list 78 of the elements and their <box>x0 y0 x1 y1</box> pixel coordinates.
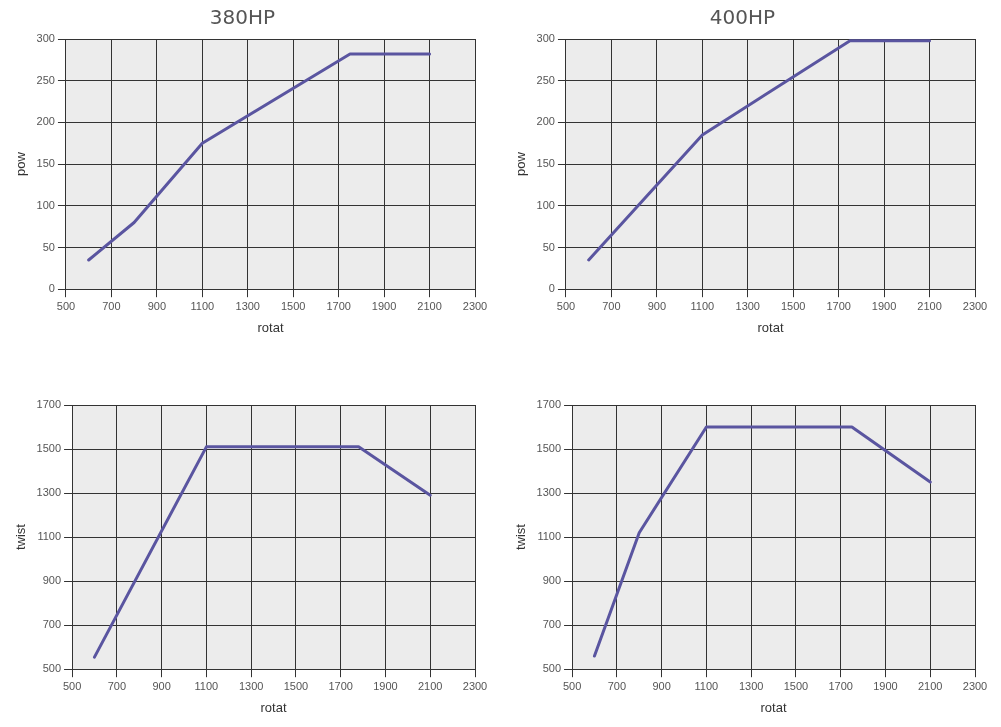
x-tick-label: 2100 <box>417 299 442 312</box>
y-axis-title: pow <box>13 151 29 177</box>
x-tick-label: 1900 <box>373 679 398 692</box>
x-tick-label: 2300 <box>962 679 988 692</box>
x-tick-label: 2300 <box>462 299 488 312</box>
y-tick-label: 200 <box>36 115 55 128</box>
x-axis-title: rotat <box>257 319 284 335</box>
x-tick-label: 1900 <box>873 679 898 692</box>
x-tick-label: 2300 <box>462 679 488 692</box>
x-tick-label: 2100 <box>417 679 443 692</box>
x-tick-label: 1300 <box>235 299 260 312</box>
x-tick-label: 2300 <box>962 299 988 312</box>
y-tick-label: 150 <box>36 157 55 170</box>
x-tick-label: 1100 <box>694 679 719 692</box>
x-tick-label: 1100 <box>194 679 219 692</box>
x-tick-label: 700 <box>107 679 127 692</box>
y-tick-label: 100 <box>36 198 55 211</box>
y-tick-label: 900 <box>42 574 62 587</box>
y-axis-title: pow <box>513 151 529 177</box>
x-tick-label: 1100 <box>690 299 715 312</box>
y-tick-label: 1700 <box>36 398 62 411</box>
chart-title: 400HP <box>709 5 776 30</box>
y-tick-label: 500 <box>42 662 62 675</box>
x-tick-label: 1300 <box>735 299 760 312</box>
x-tick-label: 1500 <box>780 299 806 312</box>
x-tick-label: 1500 <box>783 679 809 692</box>
x-tick-label: 1500 <box>280 299 306 312</box>
y-tick-label: 1500 <box>536 442 562 455</box>
x-axis-title: rotat <box>757 319 784 335</box>
x-tick-label: 1700 <box>326 299 351 312</box>
y-tick-label: 1300 <box>536 486 562 499</box>
y-tick-label: 50 <box>542 240 555 253</box>
x-tick-label: 1100 <box>190 299 215 312</box>
x-tick-label: 1700 <box>826 299 851 312</box>
x-tick-label: 900 <box>647 299 667 312</box>
y-tick-label: 700 <box>42 618 62 631</box>
x-tick-label: 700 <box>607 679 627 692</box>
y-tick-label: 1100 <box>537 530 562 543</box>
x-tick-label: 500 <box>562 679 582 692</box>
x-tick-label: 1900 <box>871 299 897 312</box>
x-tick-label: 900 <box>147 299 167 312</box>
x-tick-label: 700 <box>102 299 121 312</box>
x-tick-label: 700 <box>602 299 621 312</box>
x-tick-label: 900 <box>152 679 171 692</box>
x-tick-label: 1900 <box>371 299 397 312</box>
y-tick-label: 300 <box>536 32 555 45</box>
chart-title: 380HP <box>209 5 276 30</box>
x-tick-label: 500 <box>56 299 76 312</box>
y-tick-label: 1300 <box>36 486 62 499</box>
y-axis-title: twist <box>13 523 29 551</box>
y-tick-label: 500 <box>542 662 562 675</box>
x-tick-label: 1300 <box>738 679 764 692</box>
y-tick-label: 0 <box>548 282 555 295</box>
y-tick-label: 0 <box>48 282 55 295</box>
y-tick-label: 200 <box>536 115 555 128</box>
y-tick-label: 300 <box>36 32 55 45</box>
y-axis-title: twist <box>513 523 529 551</box>
y-tick-label: 250 <box>536 73 555 86</box>
y-tick-label: 100 <box>536 198 555 211</box>
x-tick-label: 500 <box>62 679 82 692</box>
x-axis-title: rotat <box>260 699 287 715</box>
y-tick-label: 700 <box>542 618 562 631</box>
x-tick-label: 1700 <box>328 679 353 692</box>
y-tick-label: 1100 <box>37 530 62 543</box>
x-tick-label: 2100 <box>917 679 943 692</box>
x-tick-label: 1300 <box>238 679 264 692</box>
y-tick-label: 1700 <box>536 398 562 411</box>
y-tick-label: 900 <box>542 574 562 587</box>
x-axis-title: rotat <box>760 699 787 715</box>
x-tick-label: 1500 <box>283 679 309 692</box>
x-tick-label: 1700 <box>828 679 853 692</box>
y-tick-label: 150 <box>536 157 555 170</box>
x-tick-label: 500 <box>556 299 576 312</box>
x-tick-label: 2100 <box>917 299 942 312</box>
x-tick-label: 900 <box>652 679 671 692</box>
y-tick-label: 250 <box>36 73 55 86</box>
y-tick-label: 50 <box>42 240 55 253</box>
y-tick-label: 1500 <box>36 442 62 455</box>
